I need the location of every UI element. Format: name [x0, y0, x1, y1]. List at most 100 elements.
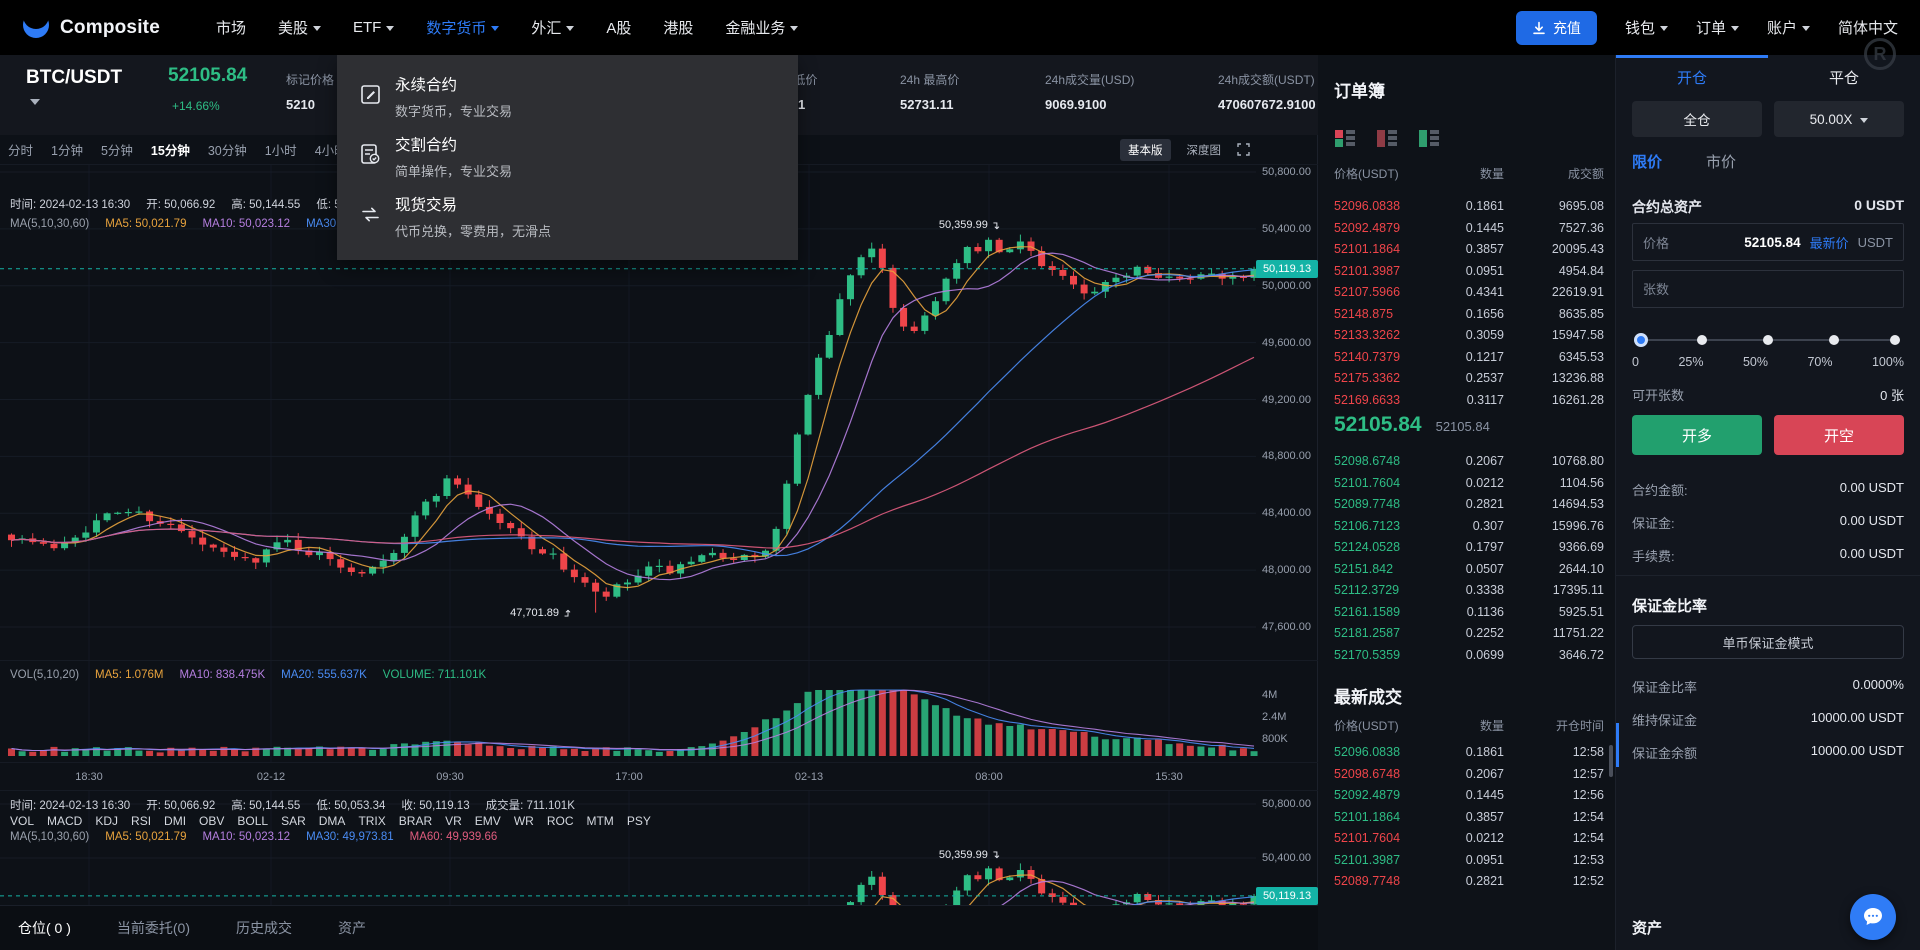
nav-right-订单[interactable]: 订单 [1696, 17, 1739, 38]
book-asks-icon[interactable] [1376, 127, 1398, 149]
view-depth-button[interactable]: 深度图 [1186, 144, 1222, 157]
orderbook-row[interactable]: 52101.3987 0.0951 4954.84 [1318, 264, 1616, 278]
margin-mode-button[interactable]: 全仓 [1632, 101, 1762, 137]
orderbook-row[interactable]: 52181.2587 0.2252 11751.22 [1318, 626, 1616, 640]
orderbook-row[interactable]: 52169.6633 0.3117 16261.28 [1318, 393, 1616, 407]
secondary-chart[interactable]: 时间: 2024-02-13 16:30 开: 50,066.92 高: 50,14… [0, 790, 1318, 905]
orderbook-row[interactable]: 52096.0838 0.1861 9695.08 [1318, 199, 1616, 213]
price-chart[interactable]: 时间: 2024-02-13 16:30 开: 50,066.92 高: 50,14… [0, 165, 1318, 950]
nav-right-账户[interactable]: 账户 [1767, 17, 1810, 38]
fullscreen-icon[interactable] [1237, 143, 1250, 156]
orderbook-row[interactable]: 52151.842 0.0507 2644.10 [1318, 562, 1616, 576]
bottom-tab-仓位( 0 )[interactable]: 仓位( 0 ) [18, 920, 71, 936]
orderbook-row[interactable]: 52140.7379 0.1217 6345.53 [1318, 350, 1616, 364]
orderbook-row[interactable]: 52089.7748 0.2821 14694.53 [1318, 497, 1616, 511]
active-tab-indicator [1616, 55, 1768, 58]
indicator-tab-PSY[interactable]: PSY [626, 814, 651, 828]
app-logo[interactable]: Composite [22, 15, 160, 40]
tab-limit-order[interactable]: 限价 [1632, 154, 1663, 171]
orderbook-row[interactable]: 52148.875 0.1656 8635.85 [1318, 307, 1616, 321]
slider-dot-100[interactable] [1890, 335, 1900, 345]
orderbook-row[interactable]: 52107.5966 0.4341 22619.91 [1318, 285, 1616, 299]
margin-mode-selector[interactable]: 单币保证金模式 [1632, 625, 1904, 659]
orderbook-header-cell: 价格(USDT) [1334, 167, 1399, 181]
margin-row: 保证金余额 10000.00 USDT [1632, 743, 1904, 762]
indicator-tab-TRIX[interactable]: TRIX [358, 814, 386, 828]
orderbook-row[interactable]: 52124.0528 0.1797 9366.69 [1318, 540, 1616, 554]
orderbook-row[interactable]: 52098.6748 0.2067 10768.80 [1318, 454, 1616, 468]
book-bids-icon[interactable] [1418, 127, 1440, 149]
tab-close-position[interactable]: 平仓 [1828, 69, 1859, 87]
indicator-tab-BOLL[interactable]: BOLL [237, 814, 269, 828]
indicator-tab-SAR[interactable]: SAR [281, 814, 306, 828]
slider-dot-25[interactable] [1697, 335, 1707, 345]
nav-item-ETF[interactable]: ETF [353, 19, 395, 36]
indicator-tab-EMV[interactable]: EMV [474, 814, 501, 828]
book-both-icon[interactable] [1334, 127, 1356, 149]
orderbook-row[interactable]: 52161.1589 0.1136 5925.51 [1318, 605, 1616, 619]
timeframe-15分钟[interactable]: 15分钟 [150, 144, 190, 158]
orderbook-row[interactable]: 52101.7604 0.0212 1104.56 [1318, 476, 1616, 490]
price-field[interactable]: 价格 52105.84 最新价 USDT [1632, 223, 1904, 261]
timeframe-1小时[interactable]: 1小时 [264, 144, 297, 158]
bottom-tab-当前委托(0)[interactable]: 当前委托(0) [116, 920, 191, 936]
recharge-button[interactable]: 充值 [1515, 10, 1597, 45]
orderbook-header-cell: 成交额 [1567, 167, 1604, 181]
nav-item-外汇[interactable]: 外汇 [531, 17, 575, 38]
timeframe-1分钟[interactable]: 1分钟 [51, 144, 83, 158]
nav-item-数字货币[interactable]: 数字货币 [426, 17, 500, 38]
leverage-button[interactable]: 50.00X [1774, 101, 1904, 137]
symbol-name[interactable]: BTC/USDT [26, 67, 123, 88]
dropdown-item-现货交易[interactable]: 现货交易 代币兑换，零费用，无滑点 [337, 187, 798, 247]
nav-item-美股[interactable]: 美股 [278, 17, 322, 38]
indicator-tab-DMA[interactable]: DMA [318, 814, 346, 828]
bottom-tab-历史成交[interactable]: 历史成交 [236, 920, 293, 936]
indicator-tab-VOL[interactable]: VOL [10, 814, 35, 828]
indicator-tab-RSI[interactable]: RSI [131, 814, 152, 828]
orderbook-row[interactable]: 52175.3362 0.2537 13236.88 [1318, 371, 1616, 385]
indicator-tab-BRAR[interactable]: BRAR [398, 814, 433, 828]
slider-dot-50[interactable] [1763, 335, 1773, 345]
slider-dot-70[interactable] [1829, 335, 1839, 345]
indicator-tab-DMI[interactable]: DMI [164, 814, 187, 828]
symbol-chevron-down-icon[interactable] [30, 99, 40, 105]
chat-button[interactable] [1850, 894, 1896, 940]
indicator-tab-ROC[interactable]: ROC [546, 814, 574, 828]
orderbook-row[interactable]: 52092.4879 0.1445 7527.36 [1318, 221, 1616, 235]
dropdown-item-交割合约[interactable]: 交割合约 简单操作，专业交易 [337, 127, 798, 187]
indicator-tab-OBV[interactable]: OBV [199, 814, 225, 828]
dropdown-item-永续合约[interactable]: 永续合约 数字货币，专业交易 [337, 67, 798, 127]
nav-right-钱包[interactable]: 钱包 [1625, 17, 1668, 38]
orderbook-row[interactable]: 52133.3262 0.3059 15947.58 [1318, 328, 1616, 342]
nav-right-简体中文[interactable]: 简体中文 [1838, 17, 1898, 38]
nav-item-市场[interactable]: 市场 [216, 17, 246, 38]
nav-item-A股[interactable]: A股 [606, 17, 631, 38]
tab-market-order[interactable]: 市价 [1706, 154, 1737, 171]
indicator-tab-MACD[interactable]: MACD [47, 814, 83, 828]
quantity-slider[interactable] [1634, 333, 1900, 347]
timeframe-30分钟[interactable]: 30分钟 [207, 144, 247, 158]
indicator-tab-KDJ[interactable]: KDJ [95, 814, 119, 828]
trades-scrollbar[interactable] [1609, 745, 1613, 777]
latest-price-link[interactable]: 最新价 [1809, 235, 1849, 251]
quantity-input[interactable] [1643, 281, 1893, 297]
nav-item-港股[interactable]: 港股 [663, 17, 693, 38]
indicator-tab-MTM[interactable]: MTM [586, 814, 614, 828]
orderbook-row[interactable]: 52106.7123 0.307 15996.76 [1318, 519, 1616, 533]
orderbook-row[interactable]: 52170.5359 0.0699 3646.72 [1318, 648, 1616, 662]
volume-chart[interactable]: VOL(5,10,20) MA5: 1.076M MA10: 838.475K MA2… [0, 660, 1318, 763]
indicator-tab-WR[interactable]: WR [513, 814, 534, 828]
tab-open-position[interactable]: 开仓 [1676, 69, 1707, 87]
slider-handle[interactable] [1634, 333, 1648, 347]
bottom-tab-资产[interactable]: 资产 [338, 920, 367, 936]
panel-scrollbar[interactable] [1616, 723, 1619, 767]
timeframe-5分钟[interactable]: 5分钟 [100, 144, 133, 158]
view-basic-button[interactable]: 基本版 [1120, 138, 1171, 161]
open-long-button[interactable]: 开多 [1632, 415, 1762, 455]
indicator-tab-VR[interactable]: VR [445, 814, 462, 828]
orderbook-row[interactable]: 52101.1864 0.3857 20095.43 [1318, 242, 1616, 256]
timeframe-分时[interactable]: 分时 [8, 144, 34, 158]
nav-item-金融业务[interactable]: 金融业务 [725, 17, 799, 38]
orderbook-row[interactable]: 52112.3729 0.3338 17395.11 [1318, 583, 1616, 597]
open-short-button[interactable]: 开空 [1774, 415, 1904, 455]
